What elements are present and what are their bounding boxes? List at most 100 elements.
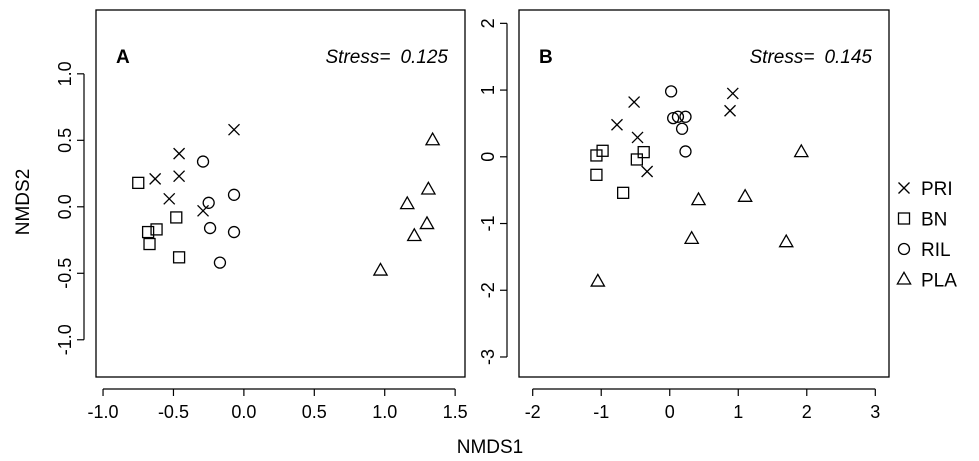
- point-ril: [213, 256, 227, 269]
- y-tick-label: -2: [478, 282, 498, 298]
- point-pri: [149, 172, 162, 185]
- legend-marker-bn: [897, 212, 911, 225]
- legend-marker-ril: [897, 242, 911, 256]
- point-pri: [628, 96, 641, 109]
- point-pla: [424, 131, 441, 146]
- point-pla: [683, 230, 700, 244]
- point-pri: [726, 87, 739, 100]
- point-pri: [631, 131, 644, 144]
- point-bn: [596, 144, 609, 157]
- point-bn: [170, 211, 183, 224]
- point-bn: [590, 168, 603, 181]
- y-tick-label: 0.0: [55, 194, 75, 219]
- point-pri: [641, 165, 654, 178]
- point-bn: [616, 186, 630, 199]
- series-ril: [664, 85, 692, 158]
- legend-marker-pri: [898, 182, 910, 194]
- y-axis: -3 -2 -1 0 1 2: [478, 18, 508, 365]
- point-pri: [228, 123, 240, 136]
- point-pla: [737, 188, 753, 202]
- series-pla: [590, 143, 810, 287]
- series-bn: [590, 144, 650, 199]
- legend-label-pri: PRI: [921, 179, 953, 200]
- y-tick-label: 1: [478, 85, 498, 95]
- point-pla: [590, 273, 606, 287]
- point-ril: [202, 196, 215, 209]
- stress-value: 0.145: [824, 47, 872, 68]
- stress-label: Stress=: [326, 47, 391, 68]
- point-pla: [406, 227, 423, 242]
- point-bn: [141, 225, 155, 239]
- series-ril: [196, 155, 241, 269]
- series-pri: [149, 123, 240, 217]
- stress-value: 0.125: [400, 47, 448, 68]
- plot-frame: [518, 9, 890, 378]
- point-ril: [675, 122, 689, 135]
- x-axis: -2 -1 0 1 2 3: [525, 388, 880, 422]
- x-tick-label: 1: [733, 402, 743, 422]
- y-tick-label: -3: [478, 349, 498, 365]
- point-ril: [671, 110, 685, 123]
- x-tick-label: -1.0: [88, 402, 119, 422]
- panel-a: -1.0 -0.5 0.0 0.5 1.0 1.5 -1.0 -0.5 0.0 0.5 1.0 A St…: [55, 9, 468, 422]
- point-ril: [196, 155, 210, 168]
- x-tick-label: -1: [593, 402, 609, 422]
- panel-label: A: [116, 47, 130, 68]
- x-tick-label: -0.5: [158, 402, 189, 422]
- x-tick-label: 0.0: [231, 402, 256, 422]
- point-bn: [172, 251, 186, 264]
- x-axis-label: NMDS1: [457, 437, 524, 458]
- x-tick-label: 1.5: [443, 402, 468, 422]
- y-tick-label: -1: [478, 216, 498, 232]
- point-bn: [132, 176, 145, 190]
- point-ril: [203, 221, 217, 235]
- y-tick-label: -1.0: [55, 324, 75, 355]
- point-pla: [372, 262, 389, 276]
- point-pla: [690, 191, 707, 206]
- x-axis: -1.0 -0.5 0.0 0.5 1.0 1.5: [88, 388, 468, 422]
- legend: PRI BN RIL PLA: [896, 179, 957, 292]
- point-bn: [150, 223, 163, 236]
- point-ril: [227, 188, 241, 201]
- legend-label-ril: RIL: [921, 240, 951, 261]
- point-bn: [143, 237, 156, 251]
- point-pla: [399, 195, 415, 210]
- series-pla: [372, 131, 441, 276]
- y-tick-label: -0.5: [55, 258, 75, 289]
- legend-marker-pla: [896, 270, 912, 285]
- point-pla: [420, 180, 437, 195]
- point-pla: [419, 215, 435, 230]
- stress-annotation: Stress= 0.145: [750, 47, 873, 68]
- plot-frame: [95, 9, 466, 378]
- point-ril: [664, 85, 678, 98]
- point-bn: [637, 145, 650, 159]
- point-pri: [724, 104, 736, 117]
- x-tick-label: 2: [802, 402, 812, 422]
- point-pri: [611, 118, 623, 131]
- point-pri: [173, 147, 186, 160]
- point-pri: [173, 170, 186, 183]
- y-axis-label: NMDS2: [13, 169, 34, 236]
- legend-label-bn: BN: [921, 210, 947, 231]
- point-ril: [679, 110, 692, 123]
- y-tick-label: 0.5: [55, 128, 75, 153]
- panel-b: -2 -1 0 1 2 3 -3 -2 -1 0 1 2 B Stress= 0.145: [478, 9, 890, 422]
- point-pla: [778, 233, 794, 248]
- point-bn: [630, 153, 644, 166]
- y-tick-label: 0: [478, 152, 498, 162]
- panel-label: B: [539, 47, 553, 68]
- y-axis: -1.0 -0.5 0.0 0.5 1.0: [55, 61, 85, 355]
- stress-annotation: Stress= 0.125: [326, 47, 449, 68]
- point-ril: [679, 145, 692, 158]
- y-tick-label: 2: [478, 18, 498, 28]
- point-pri: [163, 192, 176, 205]
- series-pri: [611, 87, 739, 178]
- x-tick-label: 0.5: [302, 402, 327, 422]
- series-bn: [132, 176, 186, 264]
- point-ril: [227, 225, 241, 239]
- point-pla: [793, 143, 810, 158]
- x-tick-label: 1.0: [372, 402, 397, 422]
- stress-label: Stress=: [750, 47, 815, 68]
- point-pri: [197, 204, 209, 217]
